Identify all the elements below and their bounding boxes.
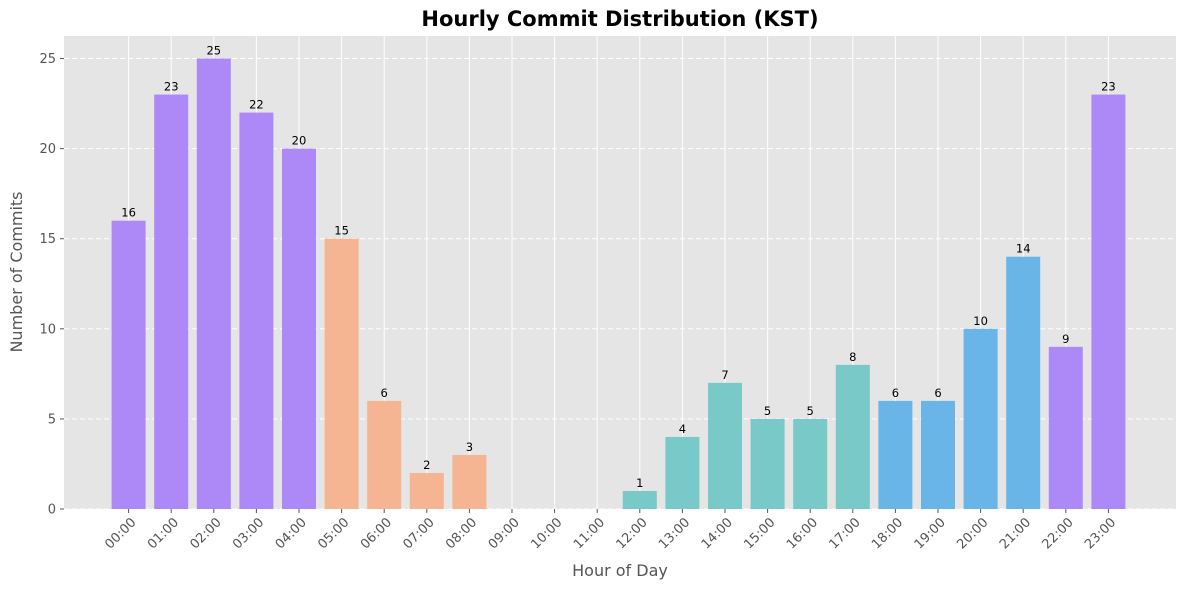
y-axis-ticks: 0 5 10 15 20 25 xyxy=(39,52,64,518)
bar-1500 xyxy=(750,418,785,509)
data-label: 2 xyxy=(423,458,430,472)
x-tick-label: 11:00 xyxy=(571,515,608,552)
x-tick-label: 19:00 xyxy=(912,515,949,552)
bar-0700 xyxy=(409,472,444,509)
x-tick-label: 03:00 xyxy=(230,515,267,552)
y-tick-label: 5 xyxy=(48,412,56,427)
bar-0400 xyxy=(282,148,316,509)
data-label: 1 xyxy=(636,476,643,490)
data-label: 23 xyxy=(1101,80,1116,94)
y-tick-label: 25 xyxy=(39,52,56,67)
bar-1800 xyxy=(878,400,913,509)
x-tick-label: 18:00 xyxy=(869,515,906,552)
data-label: 20 xyxy=(292,134,307,148)
x-tick-label: 13:00 xyxy=(656,515,693,552)
data-label: 15 xyxy=(334,224,349,238)
data-label: 9 xyxy=(1062,332,1069,346)
chart-title: Hourly Commit Distribution (KST) xyxy=(421,7,818,31)
data-label: 25 xyxy=(206,44,221,58)
bar-2200 xyxy=(1048,346,1083,509)
x-tick-label: 16:00 xyxy=(784,515,821,552)
x-tick-label: 02:00 xyxy=(188,515,225,552)
y-tick-label: 10 xyxy=(39,322,56,337)
data-label: 23 xyxy=(164,80,179,94)
data-label: 8 xyxy=(849,350,856,364)
y-axis-label: Number of Commits xyxy=(7,191,26,352)
bar-1200 xyxy=(622,490,657,509)
x-tick-label: 15:00 xyxy=(741,515,778,552)
data-label: 6 xyxy=(892,386,899,400)
x-tick-label: 21:00 xyxy=(997,515,1034,552)
bar-0600 xyxy=(367,400,402,509)
bar-0500 xyxy=(324,238,359,509)
data-label: 22 xyxy=(249,98,264,112)
data-label: 7 xyxy=(721,368,728,382)
y-tick-label: 0 xyxy=(48,503,56,518)
bar-0300 xyxy=(239,112,274,509)
x-tick-label: 10:00 xyxy=(528,515,565,552)
data-label: 14 xyxy=(1016,242,1031,256)
bar-0100 xyxy=(154,94,189,510)
x-tick-label: 22:00 xyxy=(1040,515,1077,552)
bar-2100 xyxy=(1006,256,1041,509)
x-tick-label: 17:00 xyxy=(827,515,864,552)
x-tick-label: 09:00 xyxy=(486,515,523,552)
y-tick-label: 20 xyxy=(39,142,56,157)
bar-2000 xyxy=(963,328,998,509)
bar-0000 xyxy=(111,220,146,509)
x-axis-label: Hour of Day xyxy=(572,561,668,580)
data-label: 6 xyxy=(934,386,941,400)
x-axis-ticks: 00:00 01:00 02:00 03:00 04:00 05:00 06:00 07:00… xyxy=(102,509,1119,552)
data-label: 4 xyxy=(679,422,686,436)
x-tick-label: 07:00 xyxy=(401,515,438,552)
bar-1300 xyxy=(665,436,700,509)
data-label: 3 xyxy=(466,440,473,454)
bar-1400 xyxy=(708,382,742,509)
bar-1600 xyxy=(793,418,828,509)
x-tick-label: 05:00 xyxy=(315,515,352,552)
x-tick-label: 08:00 xyxy=(443,515,480,552)
bar-0800 xyxy=(452,454,487,509)
x-tick-label: 23:00 xyxy=(1082,515,1119,552)
x-tick-label: 20:00 xyxy=(954,515,991,552)
data-label: 6 xyxy=(381,386,388,400)
x-tick-label: 14:00 xyxy=(699,515,736,552)
data-label: 5 xyxy=(764,404,771,418)
x-tick-label: 04:00 xyxy=(273,515,310,552)
bar-2300 xyxy=(1091,94,1126,510)
y-tick-label: 15 xyxy=(39,232,56,247)
x-tick-label: 01:00 xyxy=(145,515,182,552)
x-tick-label: 12:00 xyxy=(614,515,651,552)
bar-1900 xyxy=(921,400,955,509)
data-label: 16 xyxy=(121,206,136,220)
data-label: 10 xyxy=(973,314,988,328)
bar-0200 xyxy=(196,58,231,510)
bar-1700 xyxy=(835,364,870,509)
x-tick-label: 00:00 xyxy=(102,515,139,552)
x-tick-label: 06:00 xyxy=(358,515,395,552)
data-label: 5 xyxy=(807,404,814,418)
bars xyxy=(111,58,1126,510)
